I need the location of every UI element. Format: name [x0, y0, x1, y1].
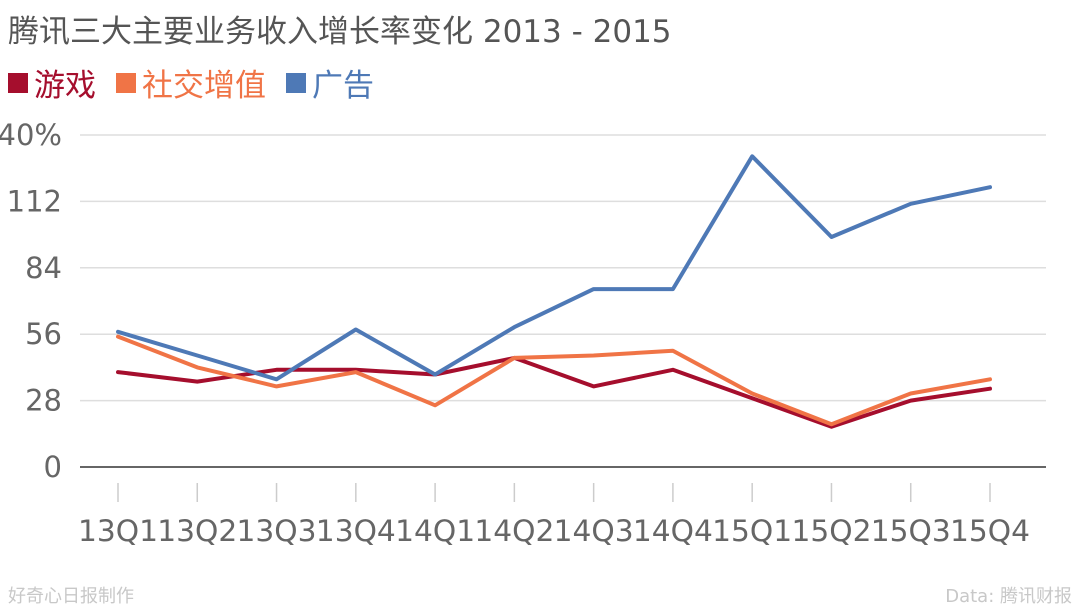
y-tick-label: 28 — [25, 384, 62, 418]
x-tick-label: 15Q1 — [712, 514, 792, 548]
x-tick-label: 15Q4 — [950, 514, 1030, 548]
legend-label-social: 社交增值 — [142, 68, 266, 104]
x-tick-label: 15Q3 — [871, 514, 951, 548]
legend-swatch-games — [8, 72, 28, 93]
legend-label-ads: 广告 — [312, 68, 374, 104]
legend-item-social: 社交增值 — [116, 60, 266, 105]
legend-item-games: 游戏 — [8, 60, 96, 105]
y-tick-label: 112 — [7, 184, 62, 218]
y-tick-label: 140% — [0, 118, 62, 152]
legend-swatch-social — [116, 72, 136, 93]
series-line-games — [116, 355, 992, 429]
x-tick-label: 14Q1 — [395, 514, 475, 548]
chart-legend: 游戏 社交增值 广告 — [8, 60, 374, 105]
legend-item-ads: 广告 — [286, 60, 374, 105]
x-tick-label: 13Q2 — [157, 514, 237, 548]
y-tick-label: 84 — [25, 251, 62, 285]
y-tick-label: 0 — [44, 450, 62, 484]
x-tick-label: 15Q2 — [791, 514, 871, 548]
x-tick-label: 13Q1 — [78, 514, 158, 548]
series-line-ads — [116, 154, 992, 382]
footer-credit: 好奇心日报制作 — [8, 586, 134, 607]
legend-swatch-ads — [286, 72, 306, 93]
x-tick-label: 14Q3 — [554, 514, 634, 548]
series-line-social — [116, 334, 992, 427]
legend-label-games: 游戏 — [34, 68, 96, 104]
y-tick-label: 56 — [25, 317, 62, 351]
x-tick-label: 13Q3 — [237, 514, 317, 548]
x-tick-label: 13Q4 — [316, 514, 396, 548]
x-tick-label: 14Q2 — [474, 514, 554, 548]
x-tick-label: 14Q4 — [633, 514, 713, 548]
footer-source: Data: 腾讯财报 — [945, 586, 1072, 607]
chart-title: 腾讯三大主要业务收入增长率变化 2013 - 2015 — [8, 14, 672, 50]
